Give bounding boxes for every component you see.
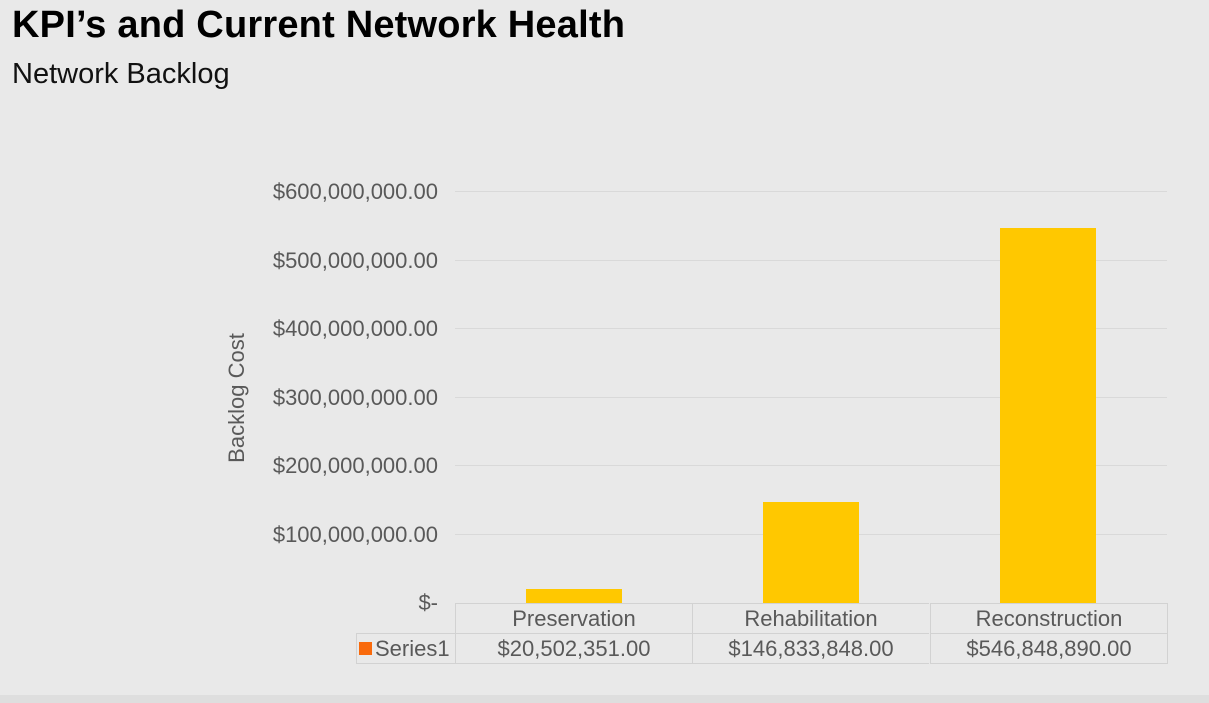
y-axis-tick-label: $100,000,000.00 [272, 521, 438, 547]
y-axis-tick-label: $200,000,000.00 [272, 453, 438, 478]
y-axis-tick-label: $300,000,000.00 [272, 384, 438, 410]
category-header: Reconstruction [930, 603, 1168, 633]
y-axis-tick-label: $600,000,000.00 [272, 179, 438, 204]
value-cell: $146,833,848.00 [692, 633, 929, 664]
y-axis-tick-label: $- [418, 590, 438, 615]
chart-title: Network Backlog [12, 58, 230, 90]
value-cell: $20,502,351.00 [455, 633, 692, 664]
category-header: Preservation [455, 603, 692, 633]
y-axis-tick-label: $400,000,000.00 [272, 316, 438, 341]
gridline [455, 396, 1167, 398]
legend-marker-icon [359, 642, 372, 655]
legend: Series1 [356, 633, 459, 664]
gridline [455, 191, 1167, 192]
bar-rehabilitation[interactable] [763, 502, 859, 603]
legend-series-label: Series1 [375, 635, 450, 661]
category-header: Rehabilitation [692, 603, 929, 633]
bar-reconstruction[interactable] [1000, 228, 1096, 603]
page-title: KPI’s and Current Network Health [12, 4, 626, 46]
gridline [455, 328, 1167, 329]
y-axis-title: Backlog Cost [224, 333, 249, 463]
y-axis-tick-label: $500,000,000.00 [272, 247, 438, 273]
bar-preservation[interactable] [526, 589, 622, 603]
value-cell: $546,848,890.00 [930, 633, 1168, 664]
gridline [455, 259, 1167, 261]
slide-edge [0, 695, 1209, 703]
gridline [455, 465, 1167, 466]
